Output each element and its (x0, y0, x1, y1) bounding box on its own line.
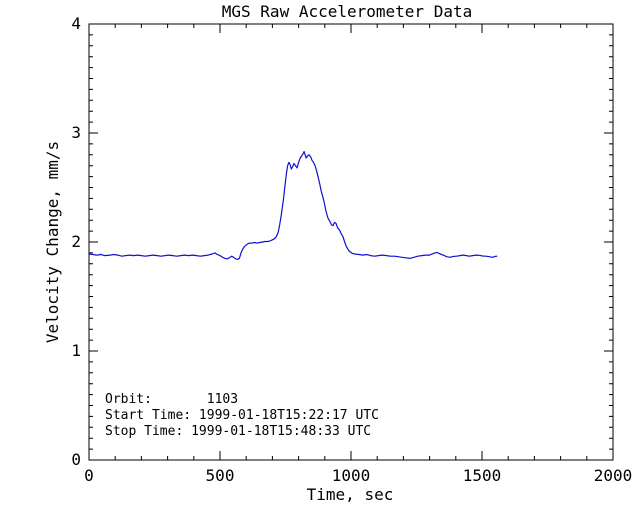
orbit-annotation: Orbit: 1103 Start Time: 1999-01-18T15:22… (105, 392, 379, 439)
annotation-line-orbit: Orbit: 1103 (105, 392, 238, 407)
x-tick-labels: 0 500 1000 1500 2000 (84, 466, 632, 485)
axis-ticks (88, 23, 614, 461)
x-tick-label: 500 (206, 466, 235, 485)
x-tick-label: 0 (84, 466, 94, 485)
y-tick-label: 0 (71, 450, 81, 469)
y-tick-label: 2 (71, 232, 81, 251)
annotation-line-start-time: Start Time: 1999-01-18T15:22:17 UTC (105, 408, 379, 423)
y-tick-label: 4 (71, 14, 81, 33)
y-tick-label: 3 (71, 123, 81, 142)
y-tick-labels: 0 1 2 3 4 (71, 14, 81, 469)
y-axis-label: Velocity Change, mm/s (43, 141, 62, 343)
x-tick-label: 2000 (594, 466, 633, 485)
velocity-curve (88, 150, 498, 260)
annotation-line-stop-time: Stop Time: 1999-01-18T15:48:33 UTC (105, 424, 371, 439)
x-axis-label: Time, sec (307, 485, 394, 504)
chart-title: MGS Raw Accelerometer Data (222, 2, 472, 21)
x-tick-label: 1500 (463, 466, 502, 485)
x-tick-label: 1000 (332, 466, 371, 485)
y-tick-label: 1 (71, 341, 81, 360)
